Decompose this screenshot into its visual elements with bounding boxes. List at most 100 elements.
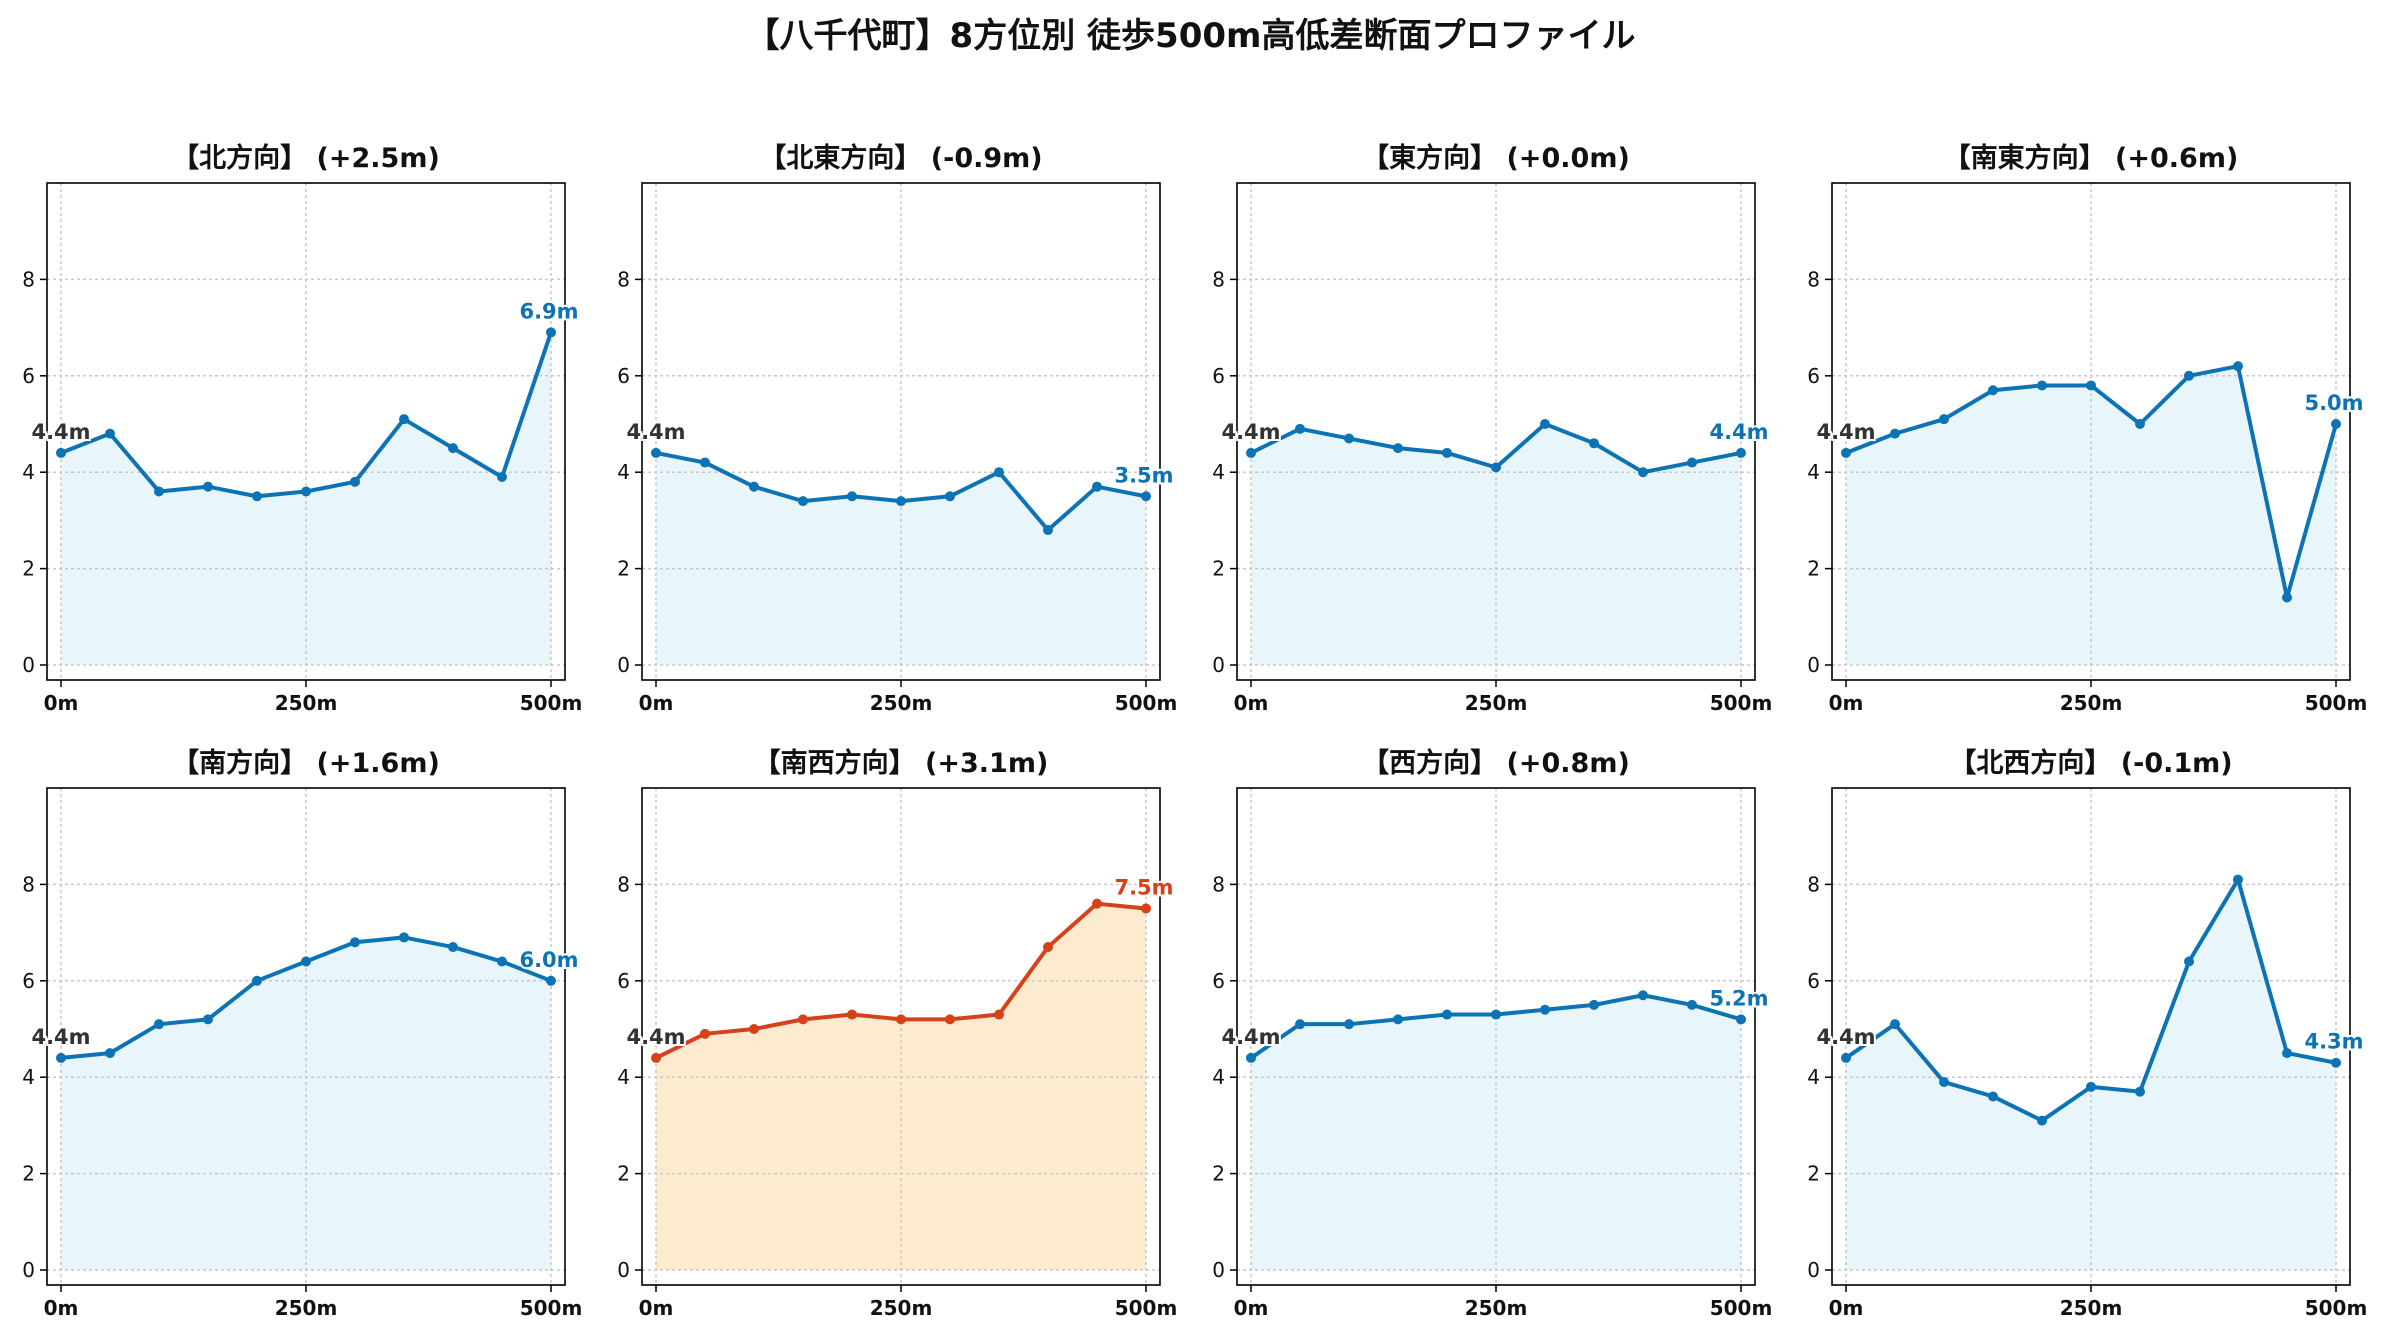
data-point <box>994 467 1004 478</box>
chart-panel-7: 【西方向】 (+0.8m) 0 2 4 6 8 0m 250m 500m 4.4m 5.2m <box>1212 747 1772 1320</box>
data-point <box>1246 447 1256 458</box>
data-point <box>2135 1086 2145 1097</box>
data-point <box>847 491 857 502</box>
end-value-label: 7.5m <box>1114 876 1173 900</box>
y-tick-label: 2 <box>1807 1162 1820 1186</box>
y-tick-label: 8 <box>22 872 35 896</box>
y-tick-label: 4 <box>22 1065 35 1089</box>
x-tick-label: 250m <box>1465 691 1528 715</box>
data-point <box>651 1052 661 1063</box>
end-value-label: 4.3m <box>2304 1030 2363 1054</box>
y-tick-label: 4 <box>22 460 35 484</box>
x-tick-label: 0m <box>1829 691 1864 715</box>
data-point <box>448 443 458 454</box>
y-tick-label: 4 <box>617 460 630 484</box>
x-tick-label: 0m <box>639 1296 674 1320</box>
y-tick-label: 0 <box>617 1258 630 1282</box>
data-point <box>1939 1077 1949 1088</box>
y-tick-label: 8 <box>22 267 35 291</box>
y-tick-label: 6 <box>1212 364 1225 388</box>
data-point <box>2282 1048 2292 1059</box>
data-point <box>350 476 360 487</box>
y-tick-label: 6 <box>617 364 630 388</box>
data-point <box>497 956 507 967</box>
area-fill <box>61 332 551 665</box>
data-point <box>994 1009 1004 1020</box>
x-tick-label: 500m <box>1710 691 1773 715</box>
chart-title: 【南東方向】 (+0.6m) <box>1944 142 2239 174</box>
x-tick-label: 0m <box>639 691 674 715</box>
data-point <box>1736 447 1746 458</box>
x-tick-label: 250m <box>1465 1296 1528 1320</box>
data-point <box>1141 903 1151 914</box>
chart-title: 【北西方向】 (-0.1m) <box>1949 747 2232 779</box>
start-value-label: 4.4m <box>1816 1025 1875 1049</box>
data-point <box>2233 361 2243 372</box>
x-tick-label: 500m <box>520 1296 583 1320</box>
data-point <box>1939 414 1949 425</box>
figure-title: 【八千代町】8方位別 徒歩500m高低差断面プロファイル <box>745 16 1636 56</box>
y-tick-label: 6 <box>22 969 35 993</box>
y-tick-label: 0 <box>22 653 35 677</box>
data-point <box>1638 467 1648 478</box>
x-tick-label: 500m <box>2305 1296 2368 1320</box>
y-tick-label: 6 <box>617 969 630 993</box>
data-point <box>56 447 66 458</box>
y-tick-label: 8 <box>1807 267 1820 291</box>
y-tick-label: 8 <box>1212 267 1225 291</box>
chart-panel-5: 【南方向】 (+1.6m) 0 2 4 6 8 0m 250m 500m 4.4m 6.0m <box>22 747 582 1320</box>
data-point <box>1442 1009 1452 1020</box>
start-value-label: 4.4m <box>31 1025 90 1049</box>
data-point <box>301 486 311 497</box>
x-tick-label: 250m <box>2060 1296 2123 1320</box>
y-tick-label: 0 <box>1212 653 1225 677</box>
chart-title: 【西方向】 (+0.8m) <box>1362 747 1630 779</box>
chart-panel-1: 【北方向】 (+2.5m) 0 2 4 6 8 0m 250m 500m 4.4m 6.9m <box>22 142 582 715</box>
data-point <box>1890 428 1900 439</box>
start-value-label: 4.4m <box>626 420 685 444</box>
y-tick-label: 4 <box>1807 1065 1820 1089</box>
data-point <box>1988 385 1998 396</box>
data-point <box>1491 1009 1501 1020</box>
end-value-label: 5.2m <box>1709 986 1768 1010</box>
start-value-label: 4.4m <box>1221 1025 1280 1049</box>
y-tick-label: 4 <box>1807 460 1820 484</box>
data-point <box>1638 990 1648 1001</box>
chart-title: 【北東方向】 (-0.9m) <box>759 142 1042 174</box>
data-point <box>1393 443 1403 454</box>
chart-panel-8: 【北西方向】 (-0.1m) 0 2 4 6 8 0m 250m 500m 4.4m 4.3m <box>1807 747 2367 1320</box>
data-point <box>1540 1004 1550 1015</box>
end-value-label: 5.0m <box>2304 391 2363 415</box>
y-tick-label: 0 <box>1807 653 1820 677</box>
data-point <box>798 496 808 507</box>
data-point <box>203 1014 213 1025</box>
data-point <box>1092 481 1102 492</box>
data-point <box>1344 1019 1354 1030</box>
data-point <box>847 1009 857 1020</box>
data-point <box>1344 433 1354 444</box>
x-tick-label: 0m <box>1829 1296 1864 1320</box>
x-tick-label: 500m <box>1115 1296 1178 1320</box>
x-tick-label: 500m <box>520 691 583 715</box>
data-point <box>301 956 311 967</box>
data-point <box>2331 1057 2341 1068</box>
y-tick-label: 0 <box>22 1258 35 1282</box>
data-point <box>2037 1115 2047 1126</box>
data-point <box>651 447 661 458</box>
start-value-label: 4.4m <box>1221 420 1280 444</box>
start-value-label: 4.4m <box>626 1025 685 1049</box>
data-point <box>154 1019 164 1030</box>
x-tick-label: 0m <box>1234 1296 1269 1320</box>
data-point <box>1442 447 1452 458</box>
data-point <box>154 486 164 497</box>
area-fill <box>61 937 551 1270</box>
x-tick-label: 500m <box>1115 691 1178 715</box>
y-tick-label: 2 <box>22 1162 35 1186</box>
chart-panel-2: 【北東方向】 (-0.9m) 0 2 4 6 8 0m 250m 500m 4.4m 3.5m <box>617 142 1177 715</box>
y-tick-label: 2 <box>22 557 35 581</box>
x-tick-label: 0m <box>44 1296 79 1320</box>
x-tick-label: 250m <box>870 691 933 715</box>
start-value-label: 4.4m <box>31 420 90 444</box>
data-point <box>399 932 409 943</box>
